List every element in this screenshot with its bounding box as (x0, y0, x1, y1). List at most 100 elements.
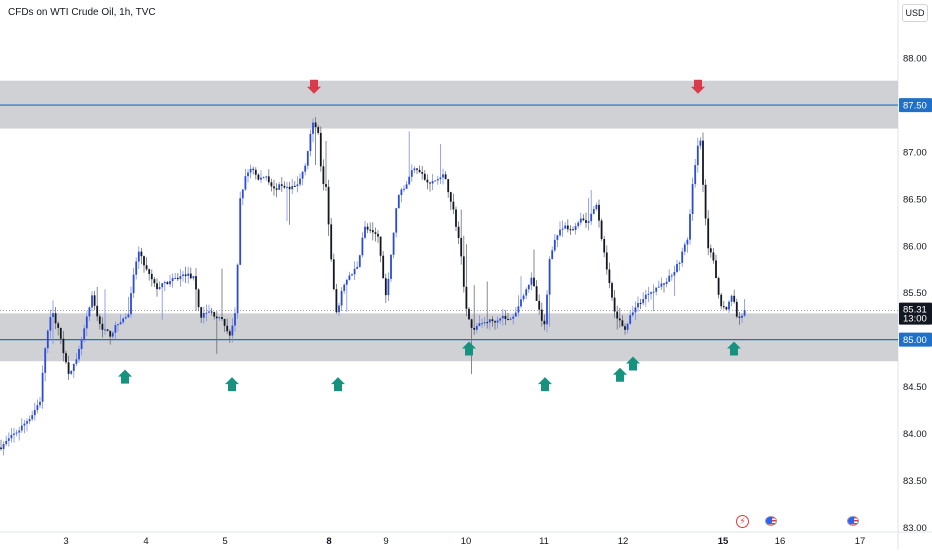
currency-selector[interactable]: USD (902, 4, 928, 22)
candle-body (7, 438, 10, 441)
candle-body (384, 278, 387, 296)
price-tick-label: 86.00 (903, 241, 927, 252)
candle-body (728, 301, 730, 310)
candle-body (338, 305, 340, 313)
candle-body (429, 182, 431, 184)
buy-arrow-icon (118, 369, 132, 384)
candle-body (26, 421, 28, 424)
time-tick-label: 10 (461, 536, 472, 547)
candle-body (353, 268, 356, 275)
zone-rectangle (0, 313, 898, 362)
candle-body (569, 229, 572, 231)
candle-body (213, 312, 216, 317)
candle-body (319, 132, 322, 167)
candle-body (668, 275, 671, 282)
candle-body (117, 324, 119, 326)
candle-body (444, 174, 447, 180)
candle-body (691, 184, 694, 214)
candle-body (57, 323, 60, 328)
candle-body (41, 372, 44, 402)
candle-body (309, 133, 312, 152)
candle-body (192, 276, 195, 279)
candle-body (595, 204, 598, 210)
candle-body (124, 317, 127, 319)
candle-body (239, 198, 242, 265)
flag-icon[interactable] (764, 514, 777, 527)
candle-body (374, 232, 377, 234)
candle-body (442, 174, 444, 178)
candle-body (592, 209, 595, 214)
time-tick-label: 9 (383, 536, 388, 547)
candle-body (210, 311, 213, 313)
candle-body (13, 433, 15, 435)
candle-body (585, 220, 587, 223)
bolt-icon[interactable]: ⚡ (736, 515, 749, 528)
candle-body (62, 338, 65, 354)
time-tick-label: 4 (143, 536, 148, 547)
candle-body (371, 230, 374, 233)
candle-body (340, 290, 343, 306)
candle-body (426, 179, 429, 183)
candle-body (348, 275, 351, 280)
candle-body (254, 169, 257, 175)
candle-body (553, 239, 556, 251)
candle-body (10, 434, 13, 439)
candle-body (405, 184, 408, 189)
candle-body (637, 303, 639, 308)
candle-body (184, 274, 187, 277)
candle-body (306, 151, 309, 166)
buy-arrow-icon (225, 377, 239, 392)
candle-body (208, 311, 210, 313)
candle-body (88, 307, 91, 317)
candle-body (83, 328, 86, 340)
candle-body (725, 307, 728, 310)
candle-body (150, 273, 153, 280)
candle-body (663, 283, 665, 285)
candle-body (278, 184, 281, 190)
candle-body (20, 425, 23, 431)
candle-body (626, 323, 629, 330)
price-tick-label: 83.50 (903, 476, 927, 487)
candle-body (148, 269, 151, 274)
candle-body (75, 359, 78, 364)
candle-body (166, 282, 169, 285)
candle-body (681, 251, 684, 263)
candle-body (132, 274, 135, 294)
candle-body (351, 274, 353, 276)
candle-body (395, 208, 398, 233)
candle-body (93, 295, 96, 306)
candle-body (361, 237, 364, 256)
candle-body (101, 323, 104, 330)
candle-body (475, 325, 478, 330)
candle-body (400, 189, 403, 195)
candle-body (462, 256, 465, 287)
candle-body (624, 326, 626, 330)
candle-body (36, 405, 39, 410)
candle-body (65, 353, 67, 363)
candle-body (522, 295, 525, 300)
buy-arrow-icon (331, 377, 345, 392)
candle-body (335, 289, 338, 313)
candle-body (618, 318, 621, 321)
flag-icon[interactable] (846, 514, 859, 527)
candle-body (299, 178, 301, 185)
candle-body (304, 165, 307, 172)
last-price-label: 85.31 (903, 305, 927, 316)
candle-body (556, 235, 559, 240)
candle-body (241, 189, 244, 199)
candle-body (80, 339, 83, 350)
candle-body (499, 318, 502, 321)
price-tick-label: 87.00 (903, 148, 927, 159)
candle-body (611, 283, 613, 298)
candle-body (738, 316, 741, 318)
candle-body (548, 259, 551, 295)
sell-arrow-icon (307, 79, 321, 94)
candle-body (512, 316, 515, 319)
candle-body (98, 316, 101, 324)
candle-body (647, 293, 650, 295)
candle-body (322, 166, 325, 185)
sell-arrow-icon (691, 79, 705, 94)
candle-body (23, 423, 26, 426)
